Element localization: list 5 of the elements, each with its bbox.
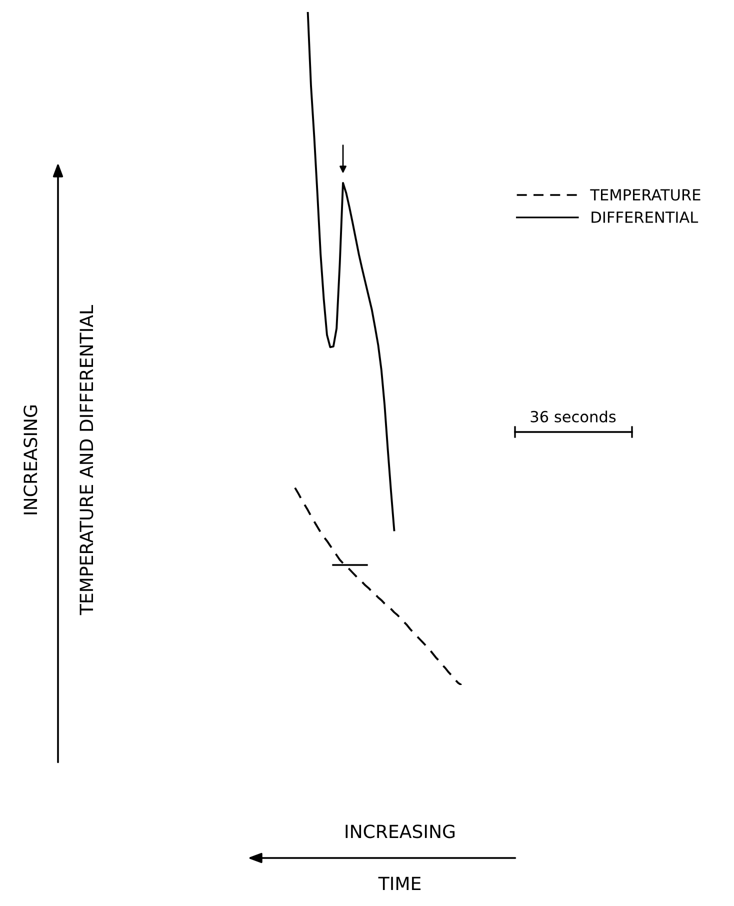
text: 36 seconds xyxy=(530,410,616,422)
legend-label: TEMPERATURE xyxy=(590,189,700,201)
text: INCREASING TEMPERATURE AND DIFFERENTIAL xyxy=(24,305,94,616)
legend-label: DIFFERENTIAL xyxy=(592,212,698,223)
text: INCREASING TIME xyxy=(346,824,455,890)
